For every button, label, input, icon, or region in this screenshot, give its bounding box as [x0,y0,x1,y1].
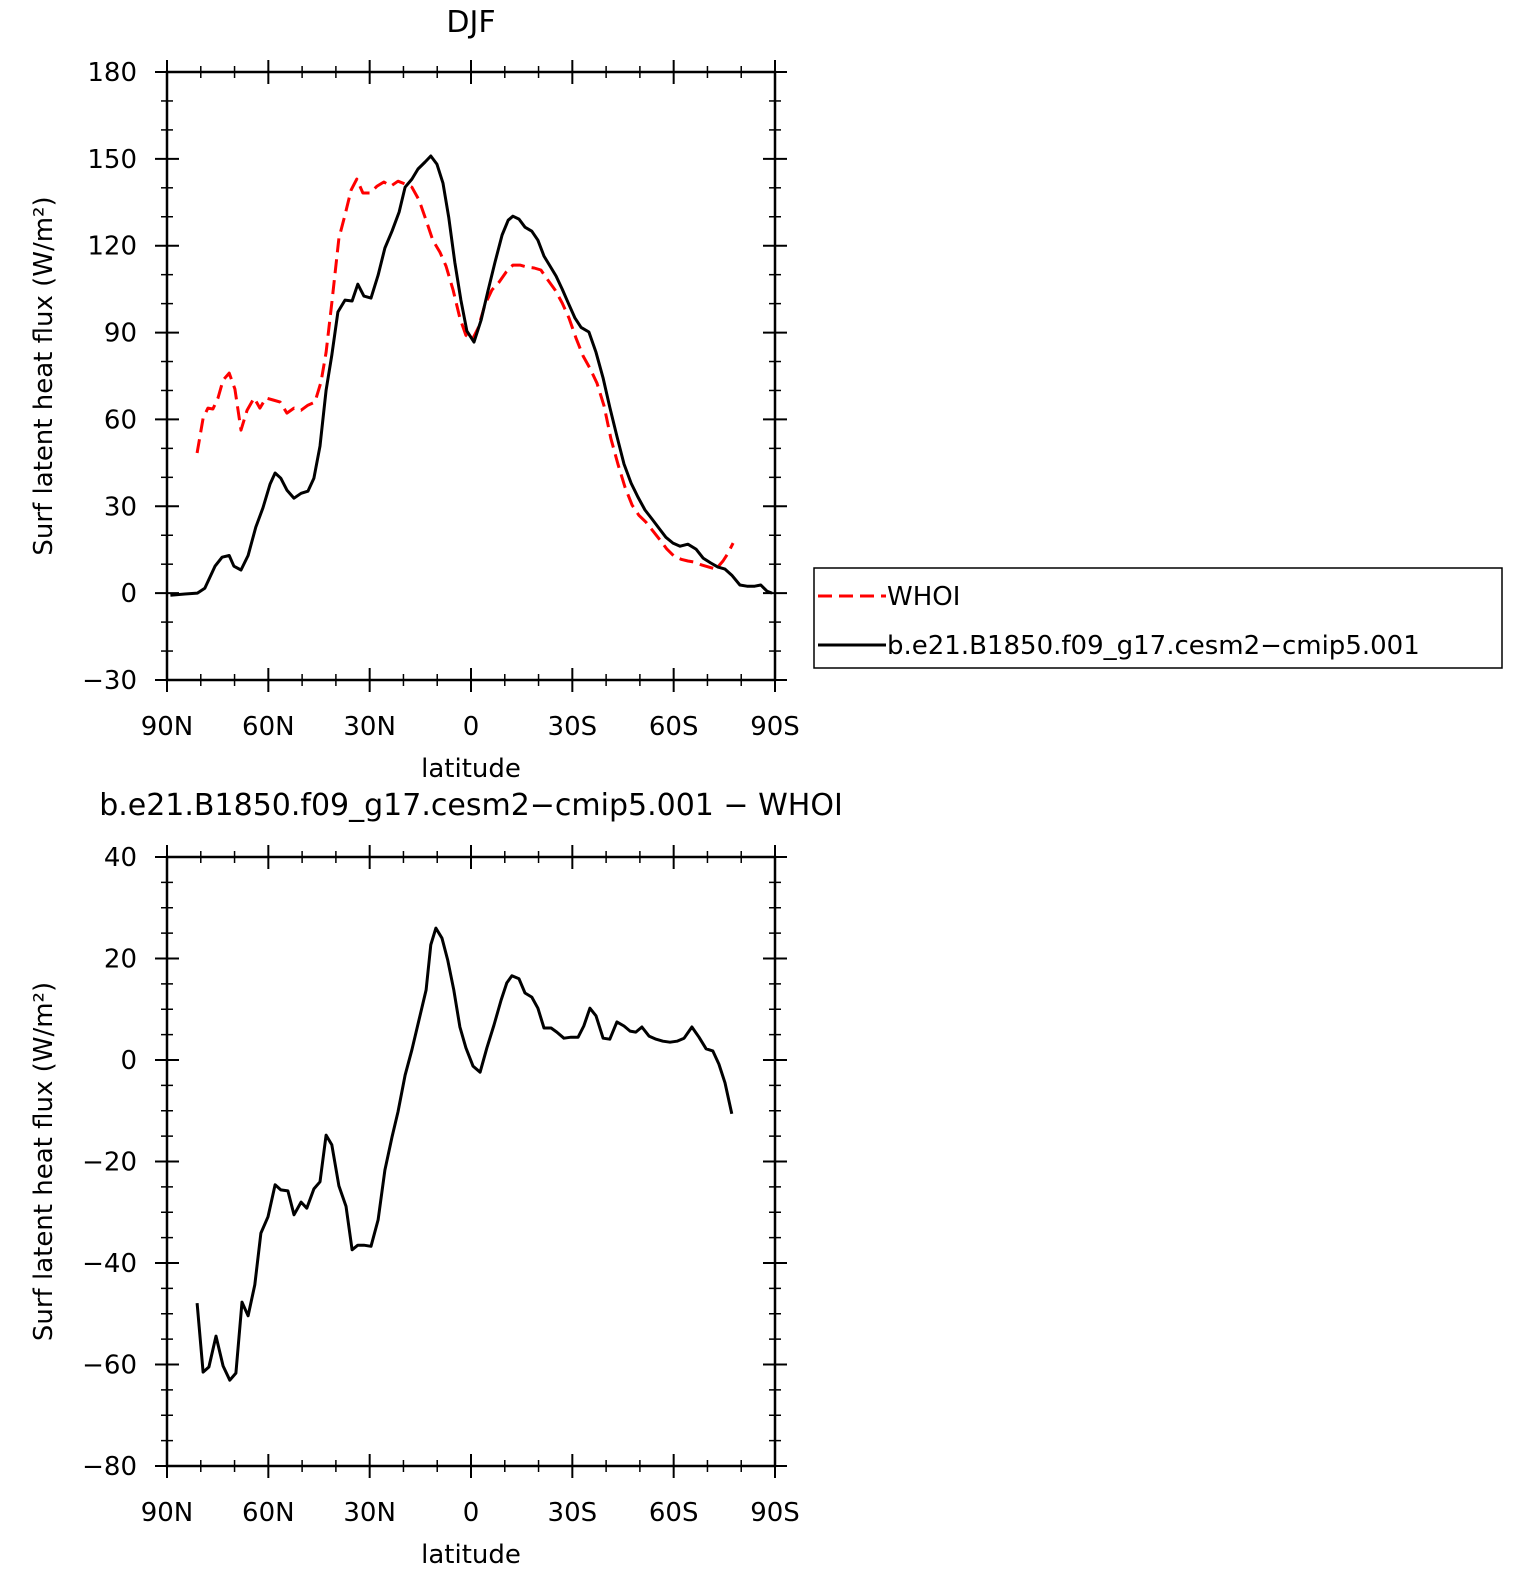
y-tick-label: 40 [104,843,137,873]
x-tick-label: 60N [242,1498,295,1528]
legend-box [813,567,1503,669]
y-tick-label: −30 [82,666,137,696]
x-tick-label: 90N [141,712,194,742]
x-tick-label: 60S [649,1498,699,1528]
x-tick-label: 0 [463,712,480,742]
legend-label: WHOI [887,582,960,612]
x-tick-label: 30N [343,1498,396,1528]
series-line [170,154,773,597]
x-tick-label: 30S [548,1498,598,1528]
x-axis-label: latitude [421,754,521,784]
series-line [195,177,735,571]
y-tick-label: 120 [87,232,137,262]
x-tick-label: 0 [463,1498,480,1528]
y-tick-label: −60 [82,1351,137,1381]
y-tick-label: −20 [82,1148,137,1178]
x-tick-label: 90S [750,1498,800,1528]
y-tick-label: 60 [104,405,137,435]
series-line [195,926,734,1382]
chart-title: b.e21.B1850.f09_g17.cesm2−cmip5.001 − WH… [99,788,843,823]
legend-label: b.e21.B1850.f09_g17.cesm2−cmip5.001 [887,631,1420,661]
y-tick-label: 150 [87,145,137,175]
y-tick-label: 90 [104,319,137,349]
x-tick-label: 60N [242,712,295,742]
chart-title: DJF [446,5,495,40]
y-tick-label: 180 [87,58,137,88]
x-tick-label: 90N [141,1498,194,1528]
y-tick-label: −80 [82,1452,137,1482]
y-axis-label: Surf latent heat flux (W/m²) [29,196,59,555]
plot-frame [165,70,777,682]
x-tick-label: 90S [750,712,800,742]
x-tick-label: 30S [548,712,598,742]
x-tick-label: 60S [649,712,699,742]
y-tick-label: 0 [120,579,137,609]
y-tick-label: 30 [104,492,137,522]
y-tick-label: 0 [120,1046,137,1076]
y-tick-label: −40 [82,1249,137,1279]
x-axis-label: latitude [421,1540,521,1570]
y-axis-label: Surf latent heat flux (W/m²) [29,982,59,1341]
y-tick-label: 20 [104,945,137,975]
plot-frame [165,855,777,1468]
x-tick-label: 30N [343,712,396,742]
